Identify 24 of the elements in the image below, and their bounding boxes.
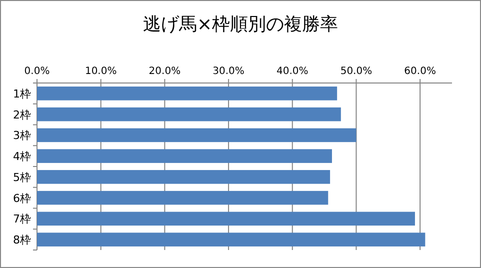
chart-title: 逃げ馬×枠順別の複勝率	[142, 14, 338, 35]
bar	[37, 86, 338, 100]
y-tick-label: 8枠	[13, 234, 31, 247]
bar	[37, 232, 426, 246]
y-tick-label: 5枠	[13, 170, 31, 184]
y-tick-label: 1枠	[13, 87, 31, 100]
x-tick-label: 50.0%	[340, 66, 372, 77]
bar	[37, 128, 356, 142]
y-tick-label: 4枠	[13, 150, 31, 164]
x-tick-label: 30.0%	[212, 66, 244, 77]
y-tick-label: 2枠	[13, 108, 31, 122]
x-tick-label: 40.0%	[276, 66, 308, 77]
y-tick-label: 7枠	[13, 212, 31, 226]
y-tick-label: 6枠	[13, 192, 31, 205]
bar	[37, 190, 328, 205]
bar	[37, 149, 332, 163]
x-tick-label: 20.0%	[148, 66, 181, 77]
x-tick-label: 0.0%	[24, 66, 50, 77]
bar	[37, 170, 330, 184]
bar	[37, 107, 341, 122]
bar	[37, 212, 415, 226]
y-tick-label: 3枠	[13, 129, 31, 142]
x-tick-label: 60.0%	[404, 66, 436, 77]
x-tick-label: 10.0%	[84, 66, 117, 77]
